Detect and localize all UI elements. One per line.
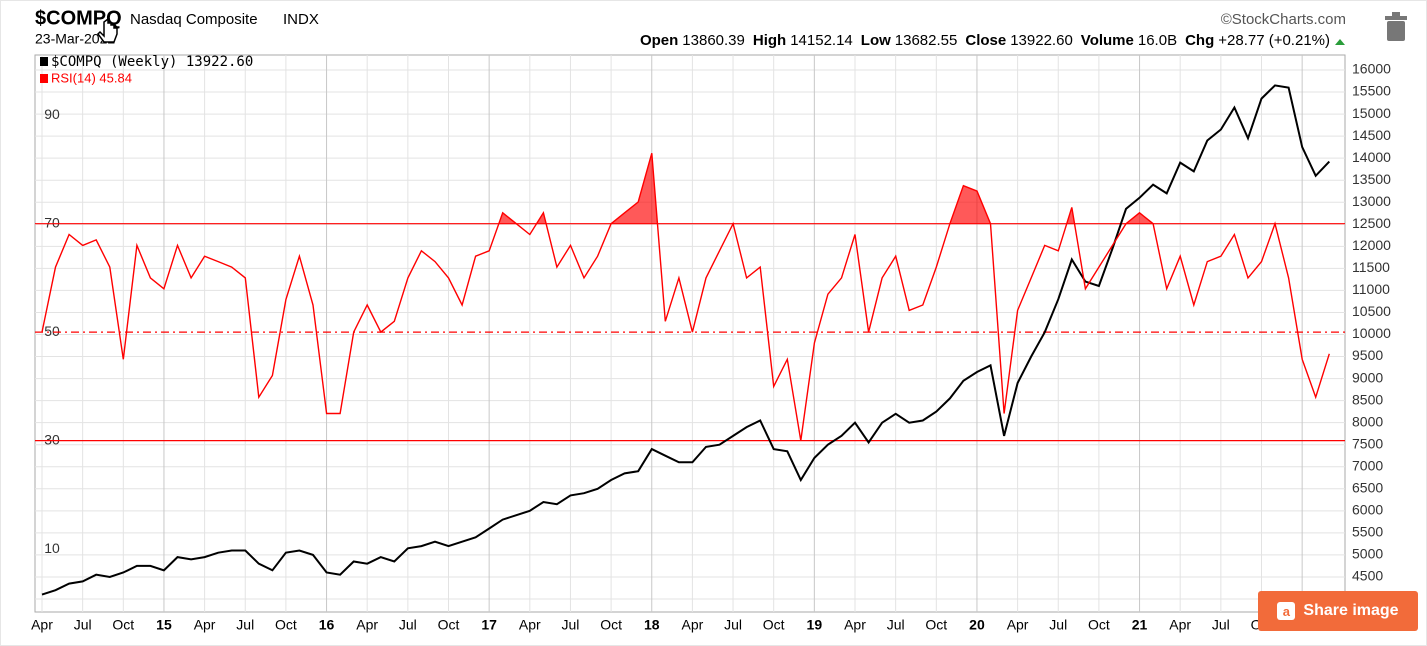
y2-tick-label: 11500	[1352, 259, 1390, 275]
x-tick-label: Jul	[724, 617, 742, 633]
x-tick-label: 19	[807, 617, 823, 633]
trash-icon[interactable]	[1385, 12, 1407, 41]
y2-tick-label: 14000	[1352, 149, 1391, 165]
x-tick-label: Oct	[112, 617, 134, 633]
share-label[interactable]: Share image	[1303, 602, 1399, 619]
y2-tick-label: 14500	[1352, 127, 1391, 143]
y2-tick-label: 13000	[1352, 193, 1391, 209]
y2-tick-label: 15500	[1352, 83, 1391, 99]
y2-tick-label: 5000	[1352, 546, 1383, 562]
x-tick-label: Jul	[74, 617, 92, 633]
x-tick-label: Apr	[31, 617, 53, 633]
quote-label: Open	[640, 32, 678, 49]
y2-tick-label: 10500	[1352, 303, 1391, 319]
y2-tick-label: 4500	[1352, 568, 1383, 584]
y2-tick-label: 8000	[1352, 413, 1383, 429]
quote-value: 13682.55	[895, 32, 958, 49]
y2-tick-label: 8500	[1352, 391, 1383, 407]
x-tick-label: Apr	[519, 617, 541, 633]
y2-tick-label: 9500	[1352, 347, 1383, 363]
y-tick-label: 50	[44, 323, 60, 339]
x-tick-label: Apr	[356, 617, 378, 633]
x-tick-label: Jul	[236, 617, 254, 633]
quote-label: Chg	[1185, 32, 1214, 49]
legend-label: RSI(14) 45.84	[51, 70, 132, 85]
y-tick-label: 10	[44, 540, 60, 556]
y-tick-label: 30	[44, 431, 60, 447]
x-tick-label: 21	[1132, 617, 1148, 633]
company: Nasdaq Composite	[130, 11, 258, 28]
date: 23-Mar-2022	[35, 31, 115, 47]
y2-tick-label: 11000	[1352, 281, 1390, 297]
x-tick-label: Oct	[438, 617, 460, 633]
y2-tick-label: 7500	[1352, 435, 1383, 451]
plot: 4000450050005500600065007000750080008500…	[31, 54, 1391, 633]
up-arrow	[1335, 39, 1345, 45]
quote-label: Close	[965, 32, 1006, 49]
y2-tick-label: 15000	[1352, 105, 1391, 121]
x-tick-label: 16	[319, 617, 335, 633]
y-tick-label: 70	[44, 214, 60, 230]
x-tick-label: 17	[481, 617, 497, 633]
series-line	[41, 153, 1330, 441]
quote-label: Low	[861, 32, 891, 49]
quote-value: 13860.39	[682, 32, 745, 49]
exchange: INDX	[283, 11, 319, 28]
x-tick-label: Jul	[399, 617, 417, 633]
plot-frame	[34, 54, 1346, 613]
y2-tick-label: 6500	[1352, 479, 1383, 495]
x-tick-label: Oct	[275, 617, 297, 633]
x-tick-label: Jul	[1212, 617, 1230, 633]
y2-tick-label: 12000	[1352, 237, 1391, 253]
x-tick-label: Jul	[887, 617, 905, 633]
quote-value: +28.77 (+0.21%)	[1218, 32, 1330, 49]
share-icon: a	[1277, 602, 1296, 620]
x-tick-label: 20	[969, 617, 985, 633]
quote-label: High	[753, 32, 786, 49]
symbol: $COMPQ	[35, 7, 122, 29]
share-button[interactable]: a Share image	[1258, 591, 1418, 631]
x-tick-label: Oct	[763, 617, 785, 633]
x-tick-label: Apr	[1169, 617, 1191, 633]
x-tick-label: Apr	[682, 617, 704, 633]
cursor	[97, 17, 118, 43]
x-tick-label: 18	[644, 617, 660, 633]
x-tick-label: Jul	[1049, 617, 1067, 633]
y2-tick-label: 5500	[1352, 524, 1383, 540]
y2-tick-label: 10000	[1352, 325, 1391, 341]
y2-tick-label: 16000	[1352, 61, 1391, 77]
quote-value: 16.0B	[1138, 32, 1177, 49]
legend-swatch	[40, 74, 48, 83]
quote-value: 13922.60	[1010, 32, 1073, 49]
y-tick-label: 90	[44, 106, 60, 122]
legend-label: $COMPQ (Weekly) 13922.60	[51, 54, 253, 70]
y2-tick-label: 13500	[1352, 171, 1391, 187]
quote-value: 14152.14	[790, 32, 853, 49]
y2-tick-label: 9000	[1352, 369, 1383, 385]
y2-tick-label: 12500	[1352, 215, 1391, 231]
x-tick-label: Apr	[194, 617, 216, 633]
x-tick-label: 15	[156, 617, 172, 633]
x-tick-label: Oct	[925, 617, 947, 633]
source: ©StockCharts.com	[1221, 11, 1346, 28]
x-tick-label: Apr	[1007, 617, 1029, 633]
y2-tick-label: 6000	[1352, 502, 1383, 518]
x-tick-label: Jul	[561, 617, 579, 633]
x-tick-label: Oct	[600, 617, 622, 633]
quote-label: Volume	[1081, 32, 1134, 49]
x-tick-label: Oct	[1088, 617, 1110, 633]
legend-swatch	[40, 57, 48, 66]
x-tick-label: Apr	[844, 617, 866, 633]
y2-tick-label: 7000	[1352, 457, 1383, 473]
